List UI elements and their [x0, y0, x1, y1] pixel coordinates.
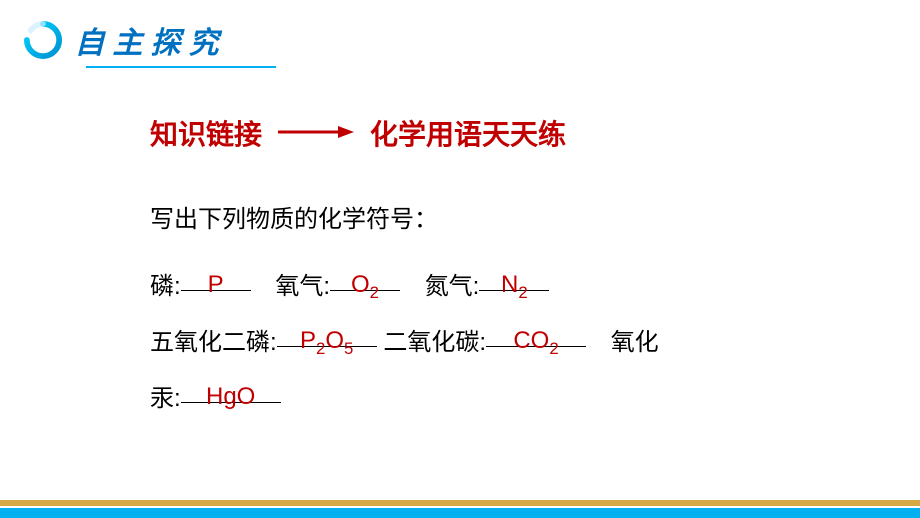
blank-co2: CO2 — [486, 319, 586, 347]
instruction-text: 写出下列物质的化学符号： — [150, 201, 820, 239]
label-phosphorus: 磷: — [150, 273, 181, 300]
label-oxide-part1: 氧化 — [611, 329, 659, 356]
arrow-icon — [276, 117, 356, 149]
title-left: 知识链接 — [150, 113, 262, 153]
exercise-line-3: 汞:HgO — [150, 375, 820, 423]
label-nitrogen: 氮气: — [425, 273, 480, 300]
exercise-line-2: 五氧化二磷:P2O5 二氧化碳:CO2 氧化 — [150, 319, 820, 367]
blank-phosphorus: P — [181, 263, 251, 291]
answer-p2o5: P2O5 — [300, 327, 353, 354]
title-right: 化学用语天天练 — [370, 113, 566, 153]
content-title: 知识链接 化学用语天天练 — [150, 113, 820, 153]
footer-gold-bar — [0, 500, 920, 506]
answer-hgo: HgO — [206, 383, 255, 410]
blank-hgo: HgO — [181, 375, 281, 403]
header-section: 自主探究 — [0, 0, 920, 68]
label-hgo: 汞: — [150, 385, 181, 412]
answer-oxygen: O2 — [351, 271, 379, 298]
blank-nitrogen: N2 — [479, 263, 549, 291]
blank-oxygen: O2 — [330, 263, 400, 291]
answer-co2: CO2 — [513, 327, 558, 354]
label-oxygen: 氧气: — [275, 273, 330, 300]
content-section: 知识链接 化学用语天天练 写出下列物质的化学符号： 磷:P 氧气:O2 氮气:N… — [0, 68, 920, 423]
exercise-line-1: 磷:P 氧气:O2 氮气:N2 — [150, 263, 820, 311]
label-p2o5: 五氧化二磷: — [150, 329, 277, 356]
answer-nitrogen: N2 — [501, 271, 528, 298]
answer-phosphorus: P — [208, 271, 224, 298]
header-title: 自主探究 — [74, 18, 226, 62]
ring-icon — [24, 21, 62, 59]
footer-cyan-bar — [0, 508, 920, 518]
label-co2: 二氧化碳: — [383, 329, 486, 356]
header-underline — [86, 66, 276, 68]
blank-p2o5: P2O5 — [277, 319, 377, 347]
footer-decoration — [0, 498, 920, 518]
